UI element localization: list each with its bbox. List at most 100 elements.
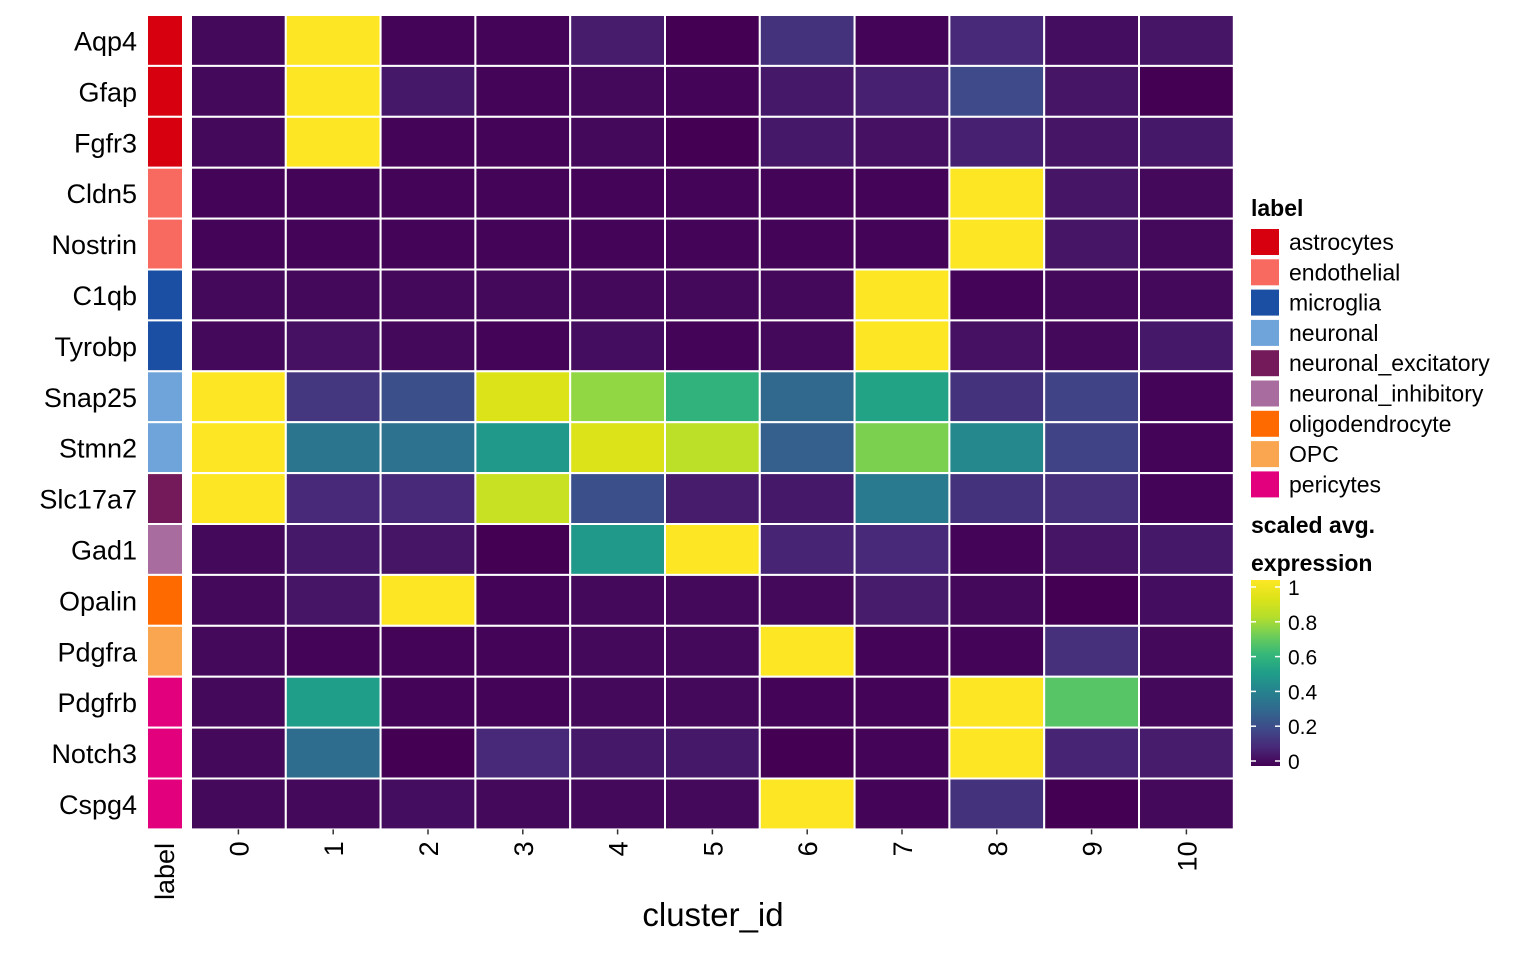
heatmap-cell [1043, 523, 1140, 576]
heatmap-cell [948, 573, 1046, 627]
heatmap-cell [379, 115, 477, 169]
heatmap-cell [664, 472, 761, 526]
heatmap-cell [758, 777, 856, 831]
heatmap-cell [1138, 166, 1235, 220]
heatmap-cell [379, 675, 477, 729]
heatmap-cell [569, 370, 667, 424]
gene-label: Nostrin [51, 230, 137, 260]
heatmap-cell [379, 268, 477, 322]
heatmap-cell [1138, 421, 1235, 475]
heatmap-cell [664, 421, 761, 475]
gene-label: Aqp4 [74, 26, 137, 56]
heatmap-cell [474, 777, 572, 831]
heatmap-cell [474, 573, 572, 627]
heatmap-cell [853, 166, 951, 220]
colorbar-tick-label: 0.8 [1288, 612, 1317, 635]
label-annotation-column [146, 14, 184, 831]
gene-axis-labels: Aqp4 Gfap Fgfr3 Cldn5 Nostrin C1qb Tyrobp Snap2… [39, 26, 138, 820]
heatmap-cell [1138, 777, 1235, 831]
heatmap-cell [664, 64, 761, 118]
heatmap-cell [569, 624, 667, 678]
heatmap-cell [190, 166, 287, 220]
heatmap-cell [379, 777, 477, 831]
heatmap-cell [379, 472, 477, 526]
label-legend-title: label [1251, 195, 1303, 221]
x-tick-label: 1 [319, 841, 349, 856]
heatmap-cell [758, 675, 856, 729]
heatmap-cell [474, 675, 572, 729]
heatmap-cell [1138, 624, 1235, 678]
heatmap-cell [1043, 64, 1140, 118]
x-tick-label: 9 [1078, 841, 1108, 856]
heatmap-cell [190, 421, 287, 475]
x-tick-label: 7 [888, 841, 918, 856]
heatmap-cell [853, 675, 951, 729]
heatmap-cell [948, 166, 1046, 220]
heatmap-cell [1043, 217, 1140, 271]
heatmap-cell [569, 726, 667, 780]
heatmap-cell [1043, 726, 1140, 780]
heatmap-cell [1138, 64, 1235, 118]
annotation-tile [146, 370, 184, 424]
gene-label: Pdgfrb [57, 688, 137, 718]
heatmap-cell [853, 268, 951, 322]
heatmap-cell [284, 268, 382, 322]
heatmap-cell [284, 115, 382, 169]
legend-item-label: neuronal [1289, 320, 1379, 346]
heatmap-cell [1043, 675, 1140, 729]
annotation-tile [146, 64, 184, 118]
heatmap-cell [1138, 573, 1235, 627]
gene-label: Pdgfra [57, 637, 138, 667]
heatmap-cell [664, 370, 761, 424]
colorbar-tick-label: 1 [1288, 577, 1300, 600]
heatmap-cell [190, 319, 287, 373]
annotation-tile [146, 624, 184, 678]
heatmap-cells [190, 14, 1235, 831]
heatmap-cell [758, 166, 856, 220]
annotation-tile [146, 573, 184, 627]
heatmap-cell [948, 523, 1046, 576]
legend-item-label: neuronal_inhibitory [1289, 381, 1484, 407]
heatmap-cell [1138, 115, 1235, 169]
heatmap-cell [1043, 421, 1140, 475]
heatmap-cell [948, 64, 1046, 118]
cluster-axis-ticks: 0 1 2 3 4 5 6 7 8 9 10 [224, 829, 1202, 871]
heatmap-cell [190, 268, 287, 322]
heatmap-cell [853, 14, 951, 67]
heatmap-cell [569, 523, 667, 576]
gene-label: Tyrobp [54, 332, 137, 362]
heatmap-cell [190, 573, 287, 627]
heatmap-cell [379, 573, 477, 627]
heatmap-cell [474, 166, 572, 220]
heatmap-cell [190, 675, 287, 729]
heatmap-cell [190, 64, 287, 118]
heatmap-cell [948, 370, 1046, 424]
x-tick-label: 4 [604, 841, 634, 856]
heatmap-cell [569, 472, 667, 526]
heatmap-cell [853, 777, 951, 831]
heatmap-cell [758, 370, 856, 424]
heatmap-cell [1138, 726, 1235, 780]
heatmap-cell [569, 319, 667, 373]
heatmap-cell [948, 14, 1046, 67]
heatmap-cell [664, 523, 761, 576]
heatmap-cell [758, 115, 856, 169]
heatmap-cell [379, 370, 477, 424]
gene-label: Cldn5 [66, 179, 137, 209]
heatmap-cell [284, 777, 382, 831]
heatmap-cell [664, 675, 761, 729]
heatmap-cell [758, 726, 856, 780]
legend-swatch [1251, 319, 1279, 346]
heatmap-cell [474, 115, 572, 169]
heatmap-cell [948, 777, 1046, 831]
heatmap-cell [758, 472, 856, 526]
heatmap-cell [853, 726, 951, 780]
heatmap-cell [948, 268, 1046, 322]
legend-swatch [1251, 289, 1279, 316]
heatmap-cell [948, 421, 1046, 475]
annotation-tile [146, 777, 184, 831]
heatmap-cell [664, 268, 761, 322]
legend-item-label: microglia [1289, 290, 1381, 316]
colorbar-tick-label: 0 [1288, 751, 1300, 774]
